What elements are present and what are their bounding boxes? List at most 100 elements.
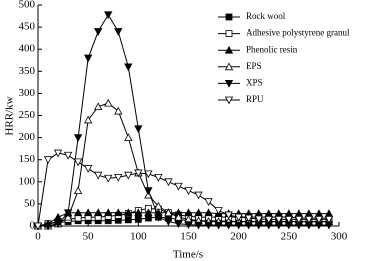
marker xyxy=(94,208,103,217)
marker xyxy=(164,218,173,226)
marker xyxy=(234,213,243,222)
y-tick-label: 0 xyxy=(30,220,36,232)
marker xyxy=(83,165,93,173)
marker xyxy=(104,174,113,183)
marker xyxy=(124,171,133,180)
marker xyxy=(53,220,63,229)
marker xyxy=(284,215,294,224)
x-tick-label: 250 xyxy=(281,231,298,243)
marker xyxy=(294,215,304,224)
marker xyxy=(134,215,142,223)
x-tick-label: 200 xyxy=(230,231,247,243)
marker xyxy=(194,208,203,217)
marker xyxy=(63,209,73,218)
marker xyxy=(174,212,183,221)
marker xyxy=(63,151,73,160)
marker xyxy=(83,208,93,217)
marker xyxy=(224,96,234,105)
marker xyxy=(43,222,53,231)
marker xyxy=(304,215,314,224)
x-tick-label: 100 xyxy=(130,231,147,243)
x-axis-label: Time/s xyxy=(173,249,203,261)
marker xyxy=(225,30,233,38)
legend-label: XPS xyxy=(246,77,263,87)
x-tick-label: 300 xyxy=(331,231,348,243)
y-tick-label: 400 xyxy=(19,43,36,55)
y-axis-label: HRR/kw xyxy=(4,96,16,135)
y-tick-label: 500 xyxy=(19,0,36,11)
marker xyxy=(83,54,93,63)
marker xyxy=(324,215,334,224)
marker xyxy=(154,213,163,222)
marker xyxy=(94,171,103,180)
marker xyxy=(264,215,273,224)
legend-label: Phenolic resin xyxy=(246,44,298,54)
y-tick-label: 350 xyxy=(19,65,36,77)
marker xyxy=(53,212,63,221)
marker xyxy=(134,125,143,134)
marker xyxy=(73,208,83,217)
legend-label: Rock wool xyxy=(246,11,286,21)
marker xyxy=(94,102,103,111)
marker xyxy=(144,170,153,179)
marker xyxy=(214,221,223,230)
marker xyxy=(114,173,123,182)
marker xyxy=(124,216,132,224)
x-tick-label: 0 xyxy=(35,231,41,243)
marker xyxy=(224,211,233,220)
marker xyxy=(234,221,243,230)
marker xyxy=(104,11,113,20)
marker xyxy=(53,149,63,158)
marker xyxy=(73,134,83,142)
y-tick-label: 200 xyxy=(19,131,36,143)
marker xyxy=(114,208,123,217)
marker xyxy=(244,214,253,223)
marker xyxy=(104,98,113,107)
marker xyxy=(274,215,283,224)
y-tick-label: 50 xyxy=(24,197,36,209)
marker xyxy=(214,207,223,215)
marker xyxy=(224,221,233,230)
marker xyxy=(204,198,213,207)
x-tick-label: 50 xyxy=(83,231,95,243)
marker xyxy=(33,222,43,231)
marker xyxy=(224,80,234,88)
marker xyxy=(134,208,143,217)
marker xyxy=(114,28,123,36)
marker xyxy=(83,115,93,124)
legend-label: Adhesive polystyrene granul xyxy=(246,28,350,38)
y-tick-label: 450 xyxy=(19,21,36,33)
y-tick-label: 250 xyxy=(19,109,36,121)
marker xyxy=(114,106,123,115)
legend-label: RPU xyxy=(246,94,264,104)
marker xyxy=(225,13,233,21)
marker xyxy=(254,215,263,224)
marker xyxy=(194,221,203,230)
marker xyxy=(124,208,133,217)
marker xyxy=(184,221,193,230)
marker xyxy=(224,62,234,71)
marker xyxy=(314,215,324,224)
marker xyxy=(174,182,183,191)
marker xyxy=(124,133,133,141)
marker xyxy=(73,186,83,195)
marker xyxy=(154,201,163,210)
marker xyxy=(164,178,173,187)
marker xyxy=(144,187,153,195)
marker xyxy=(174,220,183,229)
y-tick-label: 150 xyxy=(19,153,36,165)
marker xyxy=(204,221,213,230)
marker xyxy=(204,208,213,217)
marker xyxy=(164,208,173,217)
marker xyxy=(144,208,153,217)
marker xyxy=(104,208,113,217)
marker xyxy=(224,45,234,54)
marker xyxy=(94,28,103,36)
marker xyxy=(134,169,143,178)
marker xyxy=(194,191,203,200)
marker xyxy=(43,156,53,165)
y-tick-label: 300 xyxy=(19,87,36,99)
marker xyxy=(73,158,83,167)
legend-label: EPS xyxy=(246,61,262,71)
